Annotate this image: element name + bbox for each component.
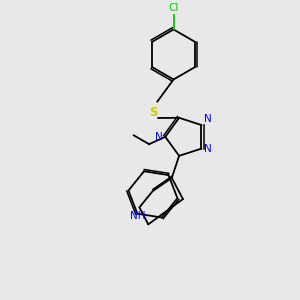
Text: N: N — [204, 114, 212, 124]
Text: N: N — [204, 144, 212, 154]
Text: NH: NH — [130, 211, 146, 221]
Text: S: S — [150, 106, 158, 119]
Text: N: N — [155, 132, 163, 142]
Text: Cl: Cl — [168, 3, 179, 13]
